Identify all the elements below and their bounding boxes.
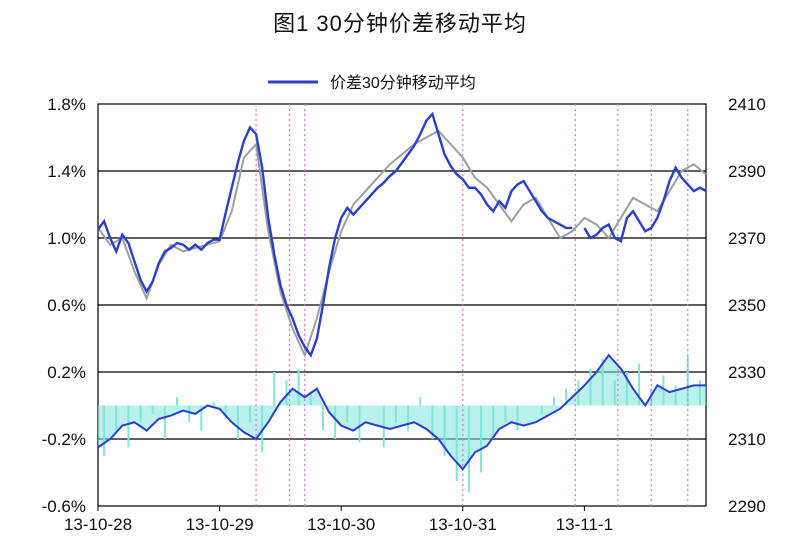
legend: 价差30分钟移动平均 <box>268 74 476 92</box>
x-tick-label: 13-10-30 <box>307 515 375 534</box>
grid-lines <box>98 170 706 440</box>
right-tick-label: 2390 <box>728 162 766 181</box>
x-tick-label: 13-10-28 <box>64 515 132 534</box>
left-tick-label: 0.6% <box>47 296 86 315</box>
right-tick-label: 2310 <box>728 430 766 449</box>
right-tick-label: 2290 <box>728 497 766 516</box>
left-tick-label: 1.4% <box>47 162 86 181</box>
right-tick-label: 2410 <box>728 95 766 114</box>
vertical-markers <box>255 104 689 506</box>
right-tick-label: 2350 <box>728 296 766 315</box>
right-tick-label: 2330 <box>728 363 766 382</box>
series-line-ma <box>583 165 707 244</box>
series-line-lower <box>97 353 706 471</box>
spread-area <box>98 355 706 470</box>
left-tick-label: 1.0% <box>47 229 86 248</box>
right-tick-label: 2370 <box>728 229 766 248</box>
left-tick-label: 1.8% <box>47 95 86 114</box>
series-lines <box>97 111 707 471</box>
left-tick-label: -0.2% <box>42 430 86 449</box>
x-tick-label: 13-10-29 <box>186 515 254 534</box>
left-axis-ticks: 1.8% 1.4% 1.0% 0.6% 0.2% -0.2% -0.6% <box>42 95 86 516</box>
x-tick-label: 13-11-1 <box>556 515 613 534</box>
x-tick-label: 13-10-31 <box>429 515 497 534</box>
x-axis-ticks: 13-10-28 13-10-29 13-10-30 13-10-31 13-11-1 <box>64 506 613 534</box>
left-tick-label: -0.6% <box>42 497 86 516</box>
chart-title: 图1 30分钟价差移动平均 <box>273 11 527 36</box>
series-line-ma <box>97 111 573 358</box>
left-tick-label: 0.2% <box>47 363 86 382</box>
right-axis-ticks: 2410 2390 2370 2350 2330 2310 2290 <box>728 95 766 516</box>
legend-label: 价差30分钟移动平均 <box>330 74 476 92</box>
